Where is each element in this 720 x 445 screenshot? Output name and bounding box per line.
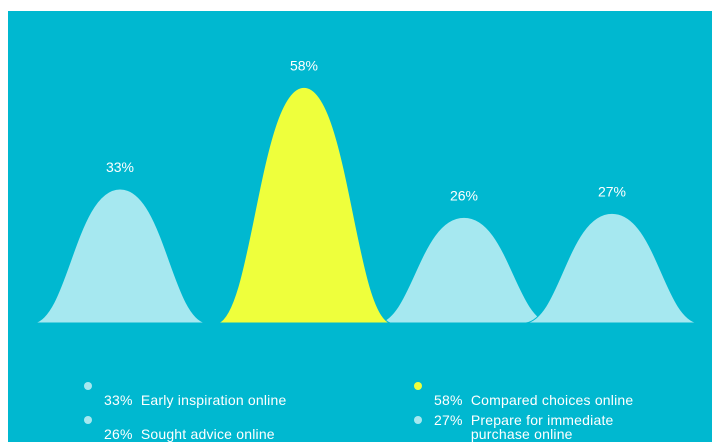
mound-1 [33, 188, 207, 324]
infographic-panel: 33% 58% 26% 27% 33% Early inspiration onlin… [8, 11, 712, 442]
mound-3 [377, 216, 551, 324]
legend-label: Compared choices online [470, 392, 634, 408]
mound-4 [525, 212, 699, 324]
mound-2 [217, 86, 391, 324]
value-label-4: 27% [598, 183, 626, 199]
legend-item-early-inspiration: 33% Early inspiration online [84, 379, 414, 407]
legend-label: Early inspiration online [140, 392, 287, 408]
legend-item-sought-advice: 26% Sought advice online [84, 413, 414, 441]
legend-value: 58% [434, 392, 463, 408]
legend-dot [414, 416, 422, 424]
legend-dot [414, 382, 422, 390]
value-label-3: 26% [450, 187, 478, 203]
value-label-2: 58% [290, 57, 318, 73]
legend-item-prepare-purchase: 27% Prepare for immediate purchase onlin… [414, 413, 704, 441]
legend-dot [84, 416, 92, 424]
legend-value: 27% [434, 412, 463, 428]
legend-value: 33% [104, 392, 133, 408]
mountain-chart: 33% 58% 26% 27% [33, 57, 699, 324]
legend-value: 26% [104, 426, 133, 442]
legend-item-compared-choices: 58% Compared choices online [414, 379, 704, 407]
legend: 33% Early inspiration online 58% Compare… [84, 379, 708, 441]
legend-dot [84, 382, 92, 390]
legend-label: Sought advice online [140, 426, 275, 442]
legend-label: Prepare for immediate purchase online [470, 412, 614, 442]
value-label-1: 33% [106, 159, 134, 175]
